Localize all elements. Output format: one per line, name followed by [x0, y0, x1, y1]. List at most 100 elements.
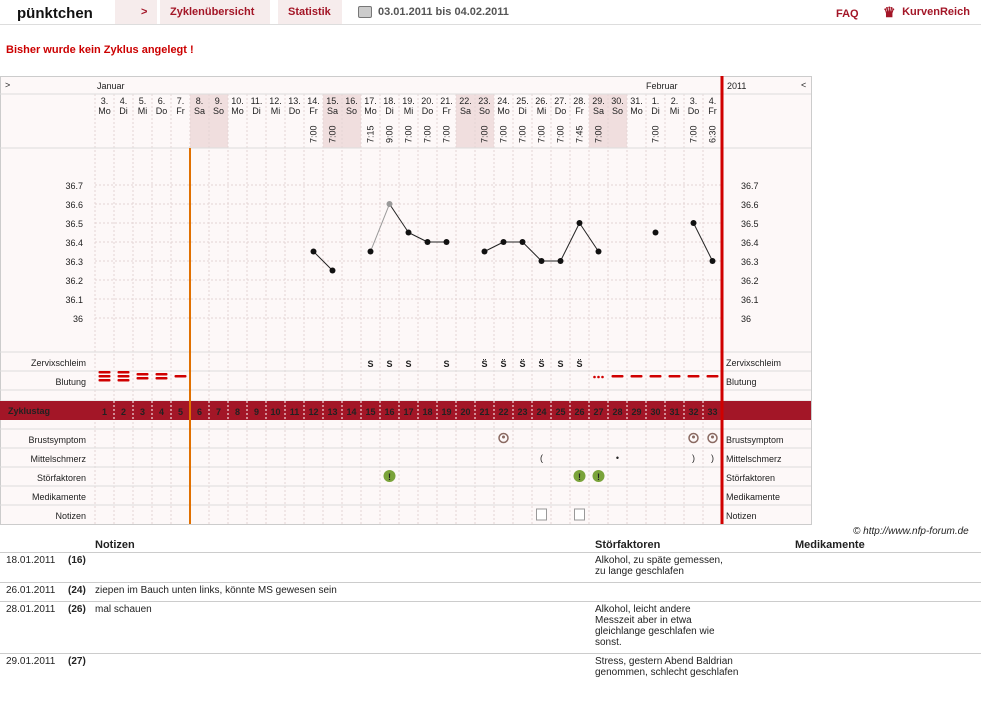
cycle-day-number: 27	[593, 407, 603, 417]
cycle-day-label: Zyklustag	[8, 406, 50, 416]
day-number: 9.	[215, 96, 223, 106]
weekend-shade	[209, 94, 228, 148]
row-label-right-brust: Brustsymptom	[726, 435, 784, 445]
cycle-day-number: 19	[441, 407, 451, 417]
tab-zyklenuebersicht[interactable]: Zyklenübersicht	[160, 0, 270, 24]
row-label-right-zervix: Zervixschleim	[726, 358, 781, 368]
weekday: So	[213, 106, 224, 116]
temp-point	[595, 248, 602, 255]
bleeding-mark	[98, 375, 111, 378]
row-label-right-notiz: Notizen	[726, 511, 757, 521]
y-tick-right: 36.6	[741, 200, 759, 210]
zervix-mark: S	[386, 359, 392, 369]
measure-time: 7:00	[518, 125, 528, 143]
faq-link[interactable]: FAQ	[836, 8, 859, 20]
temp-point	[652, 229, 659, 236]
note-date: 28.01.2011	[6, 604, 56, 615]
bleeding-mark	[611, 375, 624, 378]
day-number: 1.	[652, 96, 660, 106]
cycle-day-number: 26	[574, 407, 584, 417]
zervix-mark: S̈	[481, 359, 487, 369]
cycle-day-number: 14	[346, 407, 356, 417]
cycle-day-number: 24	[536, 407, 546, 417]
measure-time: 7:00	[556, 125, 566, 143]
temp-line	[522, 241, 542, 262]
breast-symptom-dot	[502, 435, 505, 439]
weekday: Sa	[327, 106, 338, 116]
y-tick-left: 36.2	[65, 276, 83, 286]
breast-symptom-icon	[707, 432, 718, 444]
note-cycle-day: (27)	[68, 656, 86, 667]
weekday: Mi	[138, 106, 148, 116]
cycle-day-number: 17	[403, 407, 413, 417]
row-label-brust: Brustsymptom	[28, 435, 86, 445]
day-number: 13.	[288, 96, 301, 106]
day-number: 17.	[364, 96, 377, 106]
disturbance-mark: !	[388, 472, 391, 482]
temp-point	[481, 248, 488, 255]
nav-arrow-button[interactable]: >	[115, 0, 157, 24]
year-label: 2011	[727, 81, 746, 91]
printer-icon[interactable]	[358, 6, 372, 18]
no-cycle-message: Bisher wurde kein Zyklus angelegt !	[6, 44, 194, 56]
weekend-shade	[475, 94, 494, 148]
y-tick-left: 36.7	[65, 181, 83, 191]
y-tick-left: 36.3	[65, 257, 83, 267]
zervix-mark: S	[367, 359, 373, 369]
weekday: Mo	[98, 106, 111, 116]
note-stoerfaktoren: Alkohol, leicht andere Messzeit aber in e…	[595, 604, 715, 648]
note-date: 18.01.2011	[6, 555, 56, 566]
note-row: 18.01.2011 (16) Alkohol, zu späte gemessen…	[0, 552, 981, 582]
cycle-day-number: 32	[688, 407, 698, 417]
day-number: 24.	[497, 96, 510, 106]
next-arrow: <	[801, 80, 806, 90]
measure-time: 7:00	[404, 125, 414, 143]
weekday: Di	[119, 106, 128, 116]
temp-point	[576, 220, 583, 226]
zervix-mark: S̈	[519, 359, 525, 369]
temp-line	[313, 251, 333, 271]
stoerfaktor-line: zu lange geschlafen	[595, 566, 684, 577]
measure-time: 7:00	[423, 125, 433, 143]
tab-statistik[interactable]: Statistik	[278, 0, 342, 24]
zervix-mark: S	[405, 359, 411, 369]
day-number: 16.	[345, 96, 358, 106]
zervix-mark: S̈	[500, 359, 506, 369]
cycle-day-number: 13	[327, 407, 337, 417]
bleeding-mark	[117, 375, 130, 378]
day-number: 7.	[177, 96, 185, 106]
breast-symptom-dot	[692, 435, 695, 439]
weekday: Do	[156, 106, 168, 116]
weekday: So	[612, 106, 623, 116]
temp-line	[370, 203, 390, 252]
row-label-right-medi: Medikamente	[726, 492, 780, 502]
bleeding-mark	[117, 371, 130, 374]
day-number: 27.	[554, 96, 567, 106]
date-range: 03.01.2011 bis 04.02.2011	[378, 6, 509, 18]
weekend-shade	[456, 94, 475, 148]
measure-time: 7:00	[309, 125, 319, 143]
bleeding-mark	[117, 379, 130, 382]
weekend-shade	[608, 94, 627, 148]
bleeding-mark	[649, 375, 662, 378]
cycle-day-number: 6	[197, 407, 202, 417]
measure-time: 7:00	[594, 125, 604, 143]
temp-line	[579, 222, 599, 252]
day-number: 22.	[459, 96, 472, 106]
cycle-day-number: 20	[460, 407, 470, 417]
y-tick-right: 36.2	[741, 276, 759, 286]
temp-point	[690, 220, 697, 226]
temp-point	[329, 267, 336, 274]
brand-link[interactable]: ♛ KurvenReich	[883, 4, 970, 20]
note-row: 26.01.2011 (24) ziepen im Bauch unten link…	[0, 582, 981, 601]
day-number: 18.	[383, 96, 396, 106]
weekday: Di	[385, 106, 394, 116]
weekday: Mi	[670, 106, 680, 116]
row-label-right-stoer: Störfaktoren	[726, 473, 775, 483]
app-logo[interactable]: pünktchen	[17, 5, 93, 22]
measure-time: 7:00	[651, 125, 661, 143]
bleeding-spot	[593, 375, 596, 379]
weekday: Di	[252, 106, 261, 116]
cycle-day-number: 1	[102, 407, 107, 417]
row-label-right-mittel: Mittelschmerz	[726, 454, 782, 464]
